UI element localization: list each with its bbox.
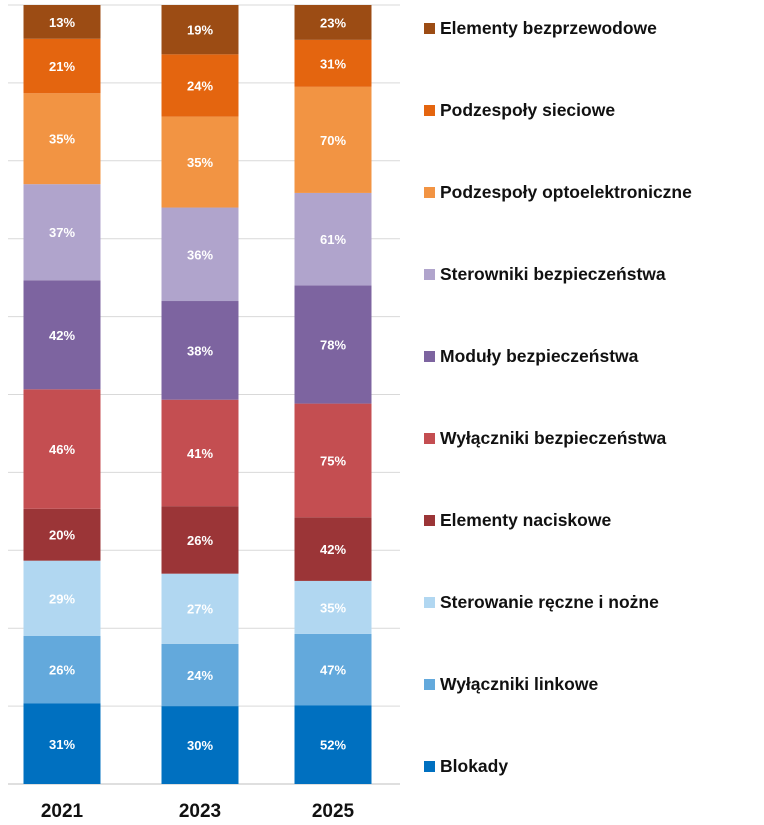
bar-segment (23, 184, 101, 281)
data-label: 30% (187, 738, 213, 753)
data-label: 23% (320, 15, 346, 30)
bar-segment (294, 517, 372, 581)
bar-segment (161, 506, 239, 574)
bar-segment (161, 399, 239, 507)
bar-segment (294, 705, 372, 784)
bar-segment (294, 39, 372, 87)
legend-item: Elementy naciskowe (424, 510, 611, 531)
legend-swatch (424, 597, 435, 608)
legend-swatch (424, 351, 435, 362)
bar-segment (23, 635, 101, 704)
data-label: 42% (49, 328, 75, 343)
legend-swatch (424, 679, 435, 690)
legend-swatch (424, 269, 435, 280)
bar-segment (161, 573, 239, 644)
data-label: 20% (49, 528, 75, 543)
bar-segment (23, 5, 101, 39)
data-label: 26% (49, 663, 75, 678)
legend-label: Sterowanie ręczne i nożne (440, 592, 659, 612)
bar-segment (161, 643, 239, 707)
x-axis-labels: 2021 2023 2025 (41, 801, 355, 822)
bar-segment (23, 389, 101, 509)
legend-item: Podzespoły optoelektroniczne (424, 182, 692, 203)
legend-item: Moduły bezpieczeństwa (424, 346, 638, 367)
legend-label: Blokady (440, 756, 509, 776)
data-label: 46% (49, 442, 75, 457)
bar-segment (294, 5, 372, 40)
data-label: 26% (187, 533, 213, 548)
data-label: 19% (187, 23, 213, 38)
bar-segment (161, 5, 239, 55)
data-label: 24% (187, 78, 213, 93)
x-tick-label: 2025 (312, 801, 355, 822)
data-label: 78% (320, 337, 346, 352)
legend-item: Podzespoły sieciowe (424, 100, 615, 121)
legend-label: Moduły bezpieczeństwa (440, 346, 639, 366)
bar-segment (161, 116, 239, 208)
bar-segment (23, 560, 101, 636)
legend-item: Wyłączniki bezpieczeństwa (424, 428, 666, 449)
bar-segment (294, 580, 372, 634)
bar-segment (294, 285, 372, 404)
legend-label: Wyłączniki linkowe (440, 674, 599, 694)
data-label: 41% (187, 446, 213, 461)
legend-label: Elementy bezprzewodowe (440, 18, 657, 38)
bar-segment (23, 38, 101, 94)
data-label: 42% (320, 542, 346, 557)
legend-item: Wyłączniki linkowe (424, 674, 598, 695)
data-label: 70% (320, 133, 346, 148)
bar-segment (161, 706, 239, 784)
data-label: 37% (49, 225, 75, 240)
data-label: 35% (49, 132, 75, 147)
data-label: 75% (320, 453, 346, 468)
bar-segment (161, 54, 239, 117)
legend-swatch (424, 761, 435, 772)
bar-segment (294, 633, 372, 706)
bar-segment (294, 403, 372, 518)
data-label: 47% (320, 663, 346, 678)
x-tick-label: 2023 (179, 801, 221, 822)
data-label: 31% (49, 737, 75, 752)
data-label: 61% (320, 232, 346, 247)
legend-label: Podzespoły sieciowe (440, 100, 616, 120)
bar-segment (23, 280, 101, 390)
data-label: 35% (320, 600, 346, 615)
data-label: 31% (320, 56, 346, 71)
legend-swatch (424, 105, 435, 116)
legend-item: Elementy bezprzewodowe (424, 18, 657, 39)
bar-segment (23, 508, 101, 561)
legend-swatch (424, 515, 435, 526)
legend-label: Sterowniki bezpieczeństwa (440, 264, 666, 284)
legend-label: Podzespoły optoelektroniczne (440, 182, 692, 202)
data-label: 13% (49, 15, 75, 30)
legend-item: Sterowanie ręczne i nożne (424, 592, 659, 613)
legend-swatch (424, 433, 435, 444)
data-label: 52% (320, 738, 346, 753)
data-label: 29% (49, 591, 75, 606)
bar-segment (23, 703, 101, 784)
bar-segment (294, 86, 372, 193)
legend-label: Wyłączniki bezpieczeństwa (440, 428, 667, 448)
data-label: 35% (187, 155, 213, 170)
bars: 31% 26% 29% 20% 46% 42% 37% 35% 21% 13% 30% 24% 27% 2… (23, 5, 372, 784)
data-label: 38% (187, 343, 213, 358)
data-label: 27% (187, 602, 213, 617)
legend-item: Blokady (424, 756, 508, 777)
bar-segment (161, 207, 239, 302)
data-label: 24% (187, 668, 213, 683)
legend-swatch (424, 23, 435, 34)
x-tick-label: 2021 (41, 801, 84, 822)
bar-segment (161, 301, 239, 400)
legend-label: Elementy naciskowe (440, 510, 612, 530)
data-label: 21% (49, 59, 75, 74)
legend-swatch (424, 187, 435, 198)
bar-segment (294, 192, 372, 286)
bar-segment (23, 93, 101, 185)
legend-item: Sterowniki bezpieczeństwa (424, 264, 666, 285)
data-label: 36% (187, 247, 213, 262)
